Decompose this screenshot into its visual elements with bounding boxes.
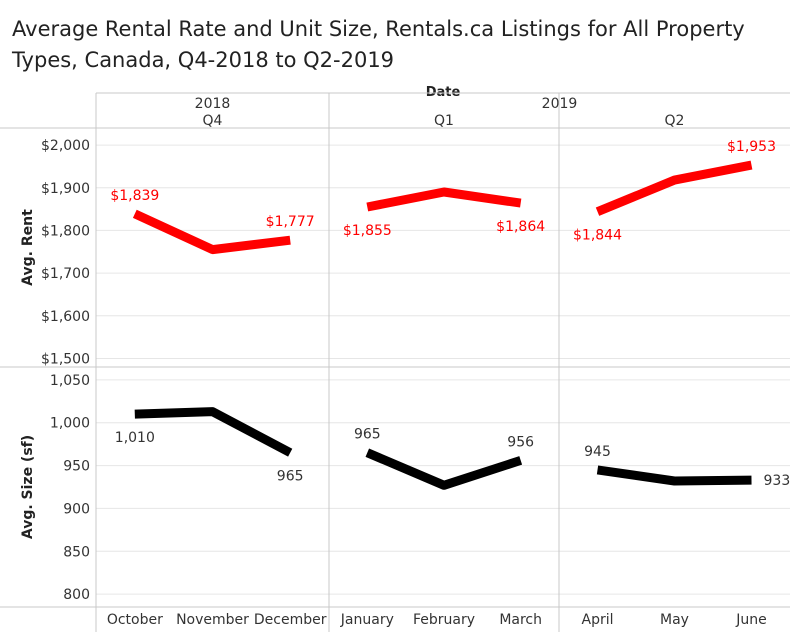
y-tick-label: $1,500 (41, 351, 90, 367)
y-tick-label: $1,800 (41, 223, 90, 239)
x-tick-label: June (735, 612, 767, 628)
series-line (365, 448, 523, 490)
data-label: 933 (764, 473, 791, 489)
year-label: 2018 (195, 96, 231, 112)
y-tick-label: 850 (63, 544, 90, 560)
y-tick-label: $2,000 (41, 138, 90, 154)
x-tick-label: May (660, 612, 689, 628)
y-tick-label: $1,900 (41, 181, 90, 197)
quarter-label: Q4 (203, 113, 223, 129)
y-tick-label: 1,000 (50, 416, 90, 432)
y-tick-label: $1,600 (41, 309, 90, 325)
series-line (132, 209, 291, 255)
x-tick-label: April (582, 612, 614, 628)
x-tick-label: December (254, 612, 327, 628)
x-tick-label: November (176, 612, 249, 628)
x-tick-label: October (107, 612, 163, 628)
x-tick-label: February (413, 612, 475, 628)
data-label: 965 (277, 469, 304, 485)
series-line (596, 465, 752, 486)
quarter-label: Q2 (665, 113, 685, 129)
data-label: 956 (507, 434, 534, 450)
data-label: 965 (354, 427, 381, 443)
data-label: 945 (584, 444, 611, 460)
data-label: $1,844 (573, 228, 622, 244)
y-tick-label: 1,050 (50, 373, 90, 389)
chart-title: Average Rental Rate and Unit Size, Renta… (12, 17, 745, 72)
y-tick-label: $1,700 (41, 266, 90, 282)
x-tick-label: January (340, 612, 394, 628)
data-label: $1,839 (110, 188, 159, 204)
series-line (595, 160, 753, 216)
y-tick-label: 900 (63, 501, 90, 517)
data-label: $1,855 (343, 223, 392, 239)
series-line (366, 187, 522, 212)
data-label: $1,864 (496, 219, 545, 235)
data-label: $1,953 (727, 139, 776, 155)
data-label: 1,010 (115, 430, 155, 446)
y-axis-title: Avg. Rent (20, 209, 36, 286)
y-axis-title: Avg. Size (sf) (20, 435, 36, 539)
data-label: $1,777 (266, 214, 315, 230)
y-tick-label: 800 (63, 587, 90, 603)
series-line (134, 407, 293, 457)
y-tick-label: 950 (63, 459, 90, 475)
quarter-label: Q1 (434, 113, 454, 129)
x-tick-label: March (499, 612, 542, 628)
